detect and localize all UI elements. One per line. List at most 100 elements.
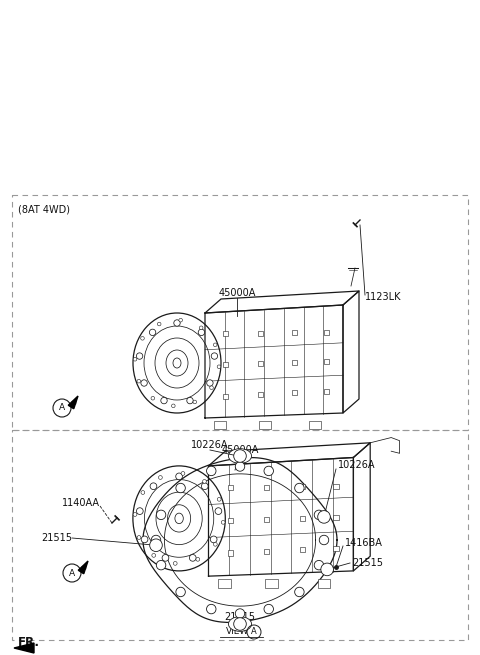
Circle shape	[318, 511, 330, 523]
Bar	[324, 389, 329, 394]
Ellipse shape	[228, 449, 252, 463]
Circle shape	[137, 536, 141, 539]
Circle shape	[156, 510, 166, 519]
Bar	[228, 550, 233, 555]
Bar	[265, 579, 278, 588]
Circle shape	[206, 466, 216, 476]
Ellipse shape	[228, 616, 252, 631]
Circle shape	[133, 358, 137, 361]
Circle shape	[211, 353, 217, 359]
Circle shape	[187, 398, 193, 403]
Text: 1123LK: 1123LK	[365, 292, 401, 302]
Circle shape	[321, 563, 334, 576]
Circle shape	[179, 318, 182, 322]
Circle shape	[158, 476, 162, 479]
Bar	[228, 485, 233, 491]
Circle shape	[176, 588, 185, 597]
Circle shape	[206, 605, 216, 614]
Text: 21515: 21515	[352, 558, 383, 568]
Text: A: A	[59, 403, 65, 413]
Circle shape	[193, 400, 197, 403]
Polygon shape	[78, 561, 88, 574]
Bar	[334, 515, 338, 520]
Bar	[258, 392, 263, 397]
Circle shape	[235, 608, 245, 618]
Bar	[292, 390, 297, 396]
Text: (8AT 4WD): (8AT 4WD)	[18, 204, 70, 214]
Circle shape	[151, 396, 155, 400]
Circle shape	[136, 508, 143, 514]
Circle shape	[214, 343, 217, 346]
Bar	[334, 484, 338, 489]
Bar	[259, 421, 271, 429]
Bar	[292, 360, 297, 365]
Bar	[324, 330, 329, 335]
Circle shape	[264, 466, 274, 476]
Circle shape	[314, 561, 324, 570]
Bar	[334, 546, 338, 551]
Circle shape	[190, 555, 196, 561]
Circle shape	[210, 386, 213, 390]
Circle shape	[149, 329, 156, 335]
Circle shape	[141, 337, 144, 340]
Bar	[223, 362, 228, 367]
Circle shape	[174, 320, 180, 326]
Circle shape	[198, 329, 204, 335]
Circle shape	[141, 536, 148, 543]
Circle shape	[203, 479, 206, 483]
Circle shape	[264, 605, 274, 614]
Circle shape	[171, 404, 175, 407]
Circle shape	[234, 450, 246, 462]
Bar	[12, 430, 468, 640]
Bar	[218, 579, 230, 588]
Circle shape	[173, 561, 177, 565]
Circle shape	[196, 557, 200, 561]
Circle shape	[151, 535, 161, 545]
Circle shape	[150, 483, 157, 489]
Circle shape	[207, 380, 213, 386]
Bar	[228, 517, 233, 523]
Bar	[258, 362, 263, 366]
Bar	[300, 484, 305, 489]
Text: A: A	[69, 569, 75, 578]
Circle shape	[214, 542, 217, 546]
Circle shape	[295, 483, 304, 493]
Text: FR.: FR.	[18, 635, 40, 648]
Circle shape	[133, 513, 137, 516]
Bar	[300, 515, 305, 521]
Circle shape	[141, 380, 147, 386]
Circle shape	[202, 483, 208, 489]
Text: 45000A: 45000A	[221, 445, 259, 455]
Circle shape	[150, 539, 162, 552]
Bar	[318, 579, 330, 588]
Circle shape	[161, 398, 167, 403]
Circle shape	[221, 521, 225, 524]
Bar	[12, 195, 468, 430]
Circle shape	[199, 326, 203, 329]
Bar	[223, 331, 228, 336]
Bar	[300, 547, 305, 552]
Circle shape	[217, 365, 221, 369]
Text: 10226A: 10226A	[191, 440, 229, 450]
Text: 21515: 21515	[225, 612, 255, 622]
Circle shape	[141, 491, 145, 495]
Text: VIEW: VIEW	[227, 627, 250, 637]
Circle shape	[176, 483, 185, 493]
Circle shape	[152, 553, 156, 557]
Circle shape	[176, 473, 182, 479]
Text: 10226A: 10226A	[338, 460, 375, 470]
Text: A: A	[251, 627, 257, 637]
Bar	[309, 421, 321, 429]
Circle shape	[314, 510, 324, 519]
Circle shape	[157, 322, 161, 326]
Circle shape	[181, 472, 185, 476]
Circle shape	[319, 535, 329, 545]
Text: 1140AA: 1140AA	[62, 498, 100, 508]
Text: 45000A: 45000A	[218, 288, 256, 298]
Text: 1416BA: 1416BA	[345, 538, 383, 548]
Polygon shape	[68, 396, 78, 409]
Circle shape	[234, 618, 246, 630]
Circle shape	[137, 379, 141, 383]
Circle shape	[156, 561, 166, 570]
Bar	[214, 421, 226, 429]
